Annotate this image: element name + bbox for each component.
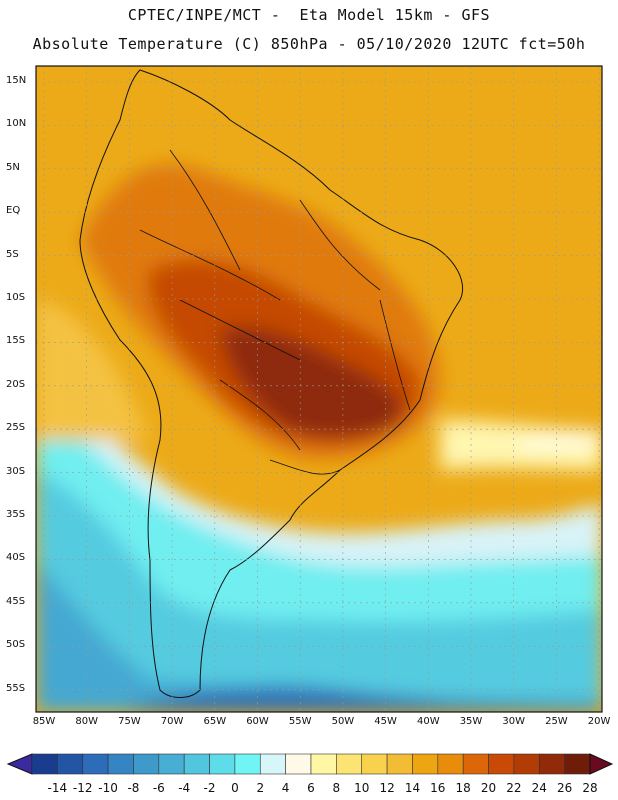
colorbar-swatch	[513, 753, 540, 775]
temperature-field	[36, 66, 602, 712]
latitude-label: 15S	[6, 335, 26, 347]
colorbar-high-cap	[589, 753, 614, 775]
colorbar	[6, 753, 614, 775]
latitude-label: 45S	[6, 595, 26, 607]
colorbar-label: -10	[98, 781, 118, 795]
colorbar-swatch	[158, 753, 185, 775]
colorbar-swatch	[386, 753, 413, 775]
longitude-label: 40W	[416, 716, 440, 727]
latitude-label: 5N	[6, 161, 20, 173]
longitude-label: 60W	[246, 716, 269, 727]
colorbar-swatch	[133, 753, 160, 775]
colorbar-label: -6	[152, 781, 165, 795]
colorbar-swatch	[564, 753, 591, 775]
latitude-label: 40S	[6, 552, 26, 564]
longitude-label: 45W	[374, 716, 397, 727]
colorbar-label: 16	[430, 781, 446, 795]
latitude-label: 5S	[6, 248, 19, 260]
longitude-label: 25W	[545, 716, 568, 727]
colorbar-label: 6	[307, 781, 315, 795]
colorbar-label: 10	[354, 781, 370, 795]
latitude-label: 25S	[6, 422, 26, 434]
longitude-label: 75W	[118, 716, 141, 727]
colorbar-swatch	[209, 753, 236, 775]
colorbar-swatch	[234, 753, 261, 775]
colorbar-swatch	[488, 753, 515, 775]
longitude-label: 80W	[75, 716, 98, 727]
longitude-label: 50W	[331, 716, 355, 727]
colorbar-label: 12	[379, 781, 395, 795]
colorbar-low-cap	[6, 753, 33, 775]
colorbar-label: 20	[480, 781, 497, 795]
colorbar-label: -8	[127, 781, 140, 795]
colorbar-swatch	[57, 753, 84, 775]
longitude-label: 30W	[502, 716, 525, 727]
colorbar-swatch	[285, 753, 312, 775]
colorbar-label: -2	[203, 781, 216, 795]
colorbar-label: 2	[256, 781, 265, 795]
colorbar-label: 22	[506, 781, 522, 795]
latitude-label: 10N	[6, 118, 27, 130]
colorbar-swatch	[437, 753, 464, 775]
colorbar-label: 18	[455, 781, 471, 795]
colorbar-label: 8	[332, 781, 341, 795]
colorbar-swatch	[183, 753, 210, 775]
colorbar-label: 14	[404, 781, 421, 795]
latitude-label: EQ	[6, 205, 21, 217]
longitude-label: 55W	[288, 716, 312, 727]
map-title-line-2: Absolute Temperature (C) 850hPa - 05/10/…	[32, 35, 586, 53]
longitude-label: 20W	[587, 716, 611, 727]
longitude-label: 85W	[32, 716, 56, 727]
longitude-label: 70W	[160, 716, 184, 727]
colorbar-swatch	[310, 753, 337, 775]
colorbar-label: -12	[72, 781, 93, 795]
colorbar-swatch	[31, 753, 58, 775]
latitude-label: 15N	[6, 75, 27, 86]
longitude-label: 35W	[459, 716, 483, 727]
colorbar-label: 26	[556, 781, 573, 795]
colorbar-label: 4	[281, 781, 290, 795]
colorbar-swatch	[82, 753, 109, 775]
latitude-label: 30S	[6, 465, 26, 477]
lat-lon-grid	[36, 66, 602, 712]
colorbar-swatch	[462, 753, 489, 775]
colorbar-label: -14	[47, 781, 68, 795]
latitude-label: 50S	[6, 639, 26, 651]
latitude-label: 20S	[6, 378, 26, 390]
colorbar-swatch	[412, 753, 439, 775]
colorbar-swatch	[259, 753, 286, 775]
latitude-label: 35S	[6, 509, 26, 520]
colorbar-swatch	[538, 753, 565, 775]
colorbar-label: 28	[582, 781, 598, 795]
latitude-label: 55S	[6, 682, 26, 694]
colorbar-label: 24	[531, 781, 547, 795]
colorbar-label: -4	[178, 781, 191, 795]
colorbar-swatch	[361, 753, 388, 775]
colorbar-swatch	[107, 753, 134, 775]
colorbar-label: 0	[231, 781, 239, 795]
colorbar-swatch	[336, 753, 363, 775]
longitude-label: 65W	[203, 716, 227, 727]
map-title-line-1: CPTEC/INPE/MCT - Eta Model 15km - GFS	[127, 6, 491, 24]
latitude-label: 10S	[6, 292, 26, 303]
